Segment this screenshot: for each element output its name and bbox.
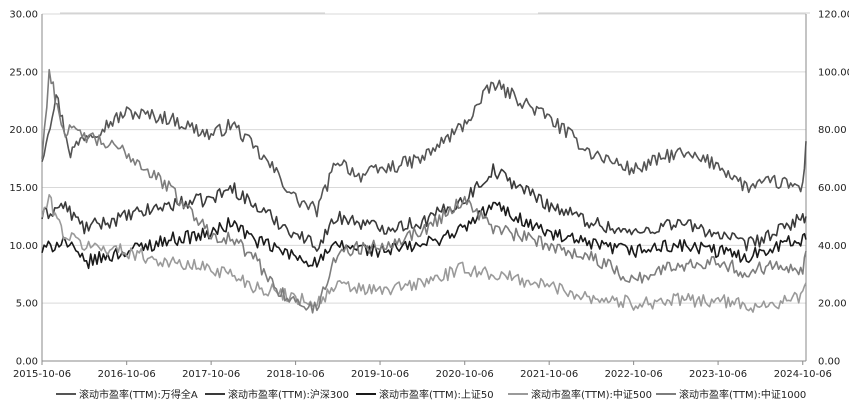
x-tick-label: 2017-10-06	[182, 369, 240, 380]
x-tick-label: 2023-10-06	[689, 369, 747, 380]
series-line	[41, 79, 807, 218]
left-tick-label: 5.00	[16, 299, 38, 310]
legend-label: 滚动市盈率(TTM):万得全A	[79, 388, 198, 401]
right-tick-label: 40.00	[818, 241, 847, 252]
x-tick-label: 2019-10-06	[351, 369, 409, 380]
legend-label: 滚动市盈率(TTM):中证1000	[679, 388, 806, 401]
series-line	[41, 194, 807, 313]
axes	[41, 14, 807, 365]
left-tick-label: 25.00	[9, 67, 38, 78]
x-tick-label: 2018-10-06	[267, 369, 325, 380]
legend-label: 滚动市盈率(TTM):沪深300	[228, 388, 349, 401]
left-tick-label: 15.00	[9, 183, 38, 194]
series-layer	[41, 68, 807, 314]
legend: 滚动市盈率(TTM):万得全A 滚动市盈率(TTM):沪深300 滚动市盈率(TTM…	[56, 388, 806, 401]
legend-label: 滚动市盈率(TTM):中证500	[531, 388, 652, 401]
right-tick-label: 20.00	[818, 299, 847, 310]
left-tick-label: 0.00	[16, 357, 38, 368]
legend-label: 滚动市盈率(TTM):上证50	[379, 388, 494, 401]
right-tick-label: 60.00	[818, 183, 847, 194]
tick-labels: 0.00 5.00 10.00 15.00 20.00 25.00 30.00 0.00 20.…	[9, 10, 849, 381]
x-tick-label: 2024-10-06	[774, 369, 832, 380]
series-line	[41, 68, 807, 314]
left-tick-label: 10.00	[9, 241, 38, 252]
right-tick-label: 0.00	[818, 357, 840, 368]
x-tick-label: 2016-10-06	[98, 369, 156, 380]
x-tick-label: 2021-10-06	[520, 369, 578, 380]
right-tick-label: 80.00	[818, 125, 847, 136]
left-tick-label: 20.00	[9, 125, 38, 136]
left-tick-label: 30.00	[9, 10, 38, 21]
series-line	[41, 201, 807, 270]
right-tick-label: 100.00	[818, 67, 849, 78]
x-tick-label: 2022-10-06	[605, 369, 663, 380]
x-tick-label: 2015-10-06	[13, 369, 71, 380]
right-tick-label: 120.00	[818, 10, 849, 21]
grid-lines	[42, 13, 806, 304]
series-line	[41, 163, 807, 252]
x-tick-label: 2020-10-06	[436, 369, 494, 380]
